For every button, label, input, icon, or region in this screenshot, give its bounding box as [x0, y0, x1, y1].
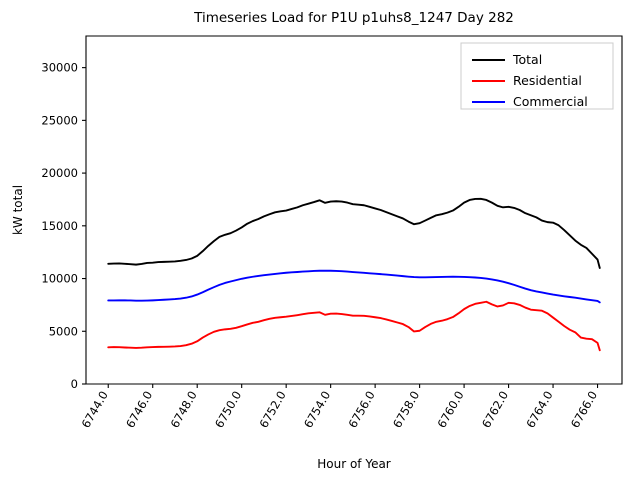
y-tick-label: 30000 — [41, 61, 78, 75]
y-tick-label: 25000 — [41, 113, 78, 127]
y-axis-ticks: 0 5000 10000 15000 20000 25000 30000 — [41, 61, 86, 391]
chart-legend: Total Residential Commercial — [460, 42, 614, 110]
y-tick-label: 10000 — [41, 272, 78, 286]
legend-label-residential: Residential — [513, 73, 582, 88]
y-tick-label: 20000 — [41, 166, 78, 180]
legend-label-commercial: Commercial — [513, 94, 588, 109]
chart-title: Timeseries Load for P1U p1uhs8_1247 Day … — [193, 10, 514, 26]
series-line-total — [107, 197, 601, 269]
series-line-residential — [107, 300, 601, 352]
series-line-commercial — [107, 269, 601, 304]
plot-border — [85, 35, 623, 385]
legend-label-total: Total — [512, 52, 542, 67]
y-tick-label: 15000 — [41, 219, 78, 233]
legend-box — [460, 42, 614, 110]
y-tick-label: 5000 — [49, 324, 78, 338]
y-tick-label: 0 — [71, 377, 78, 391]
data-series-group — [107, 197, 601, 352]
y-axis-label: kW total — [11, 185, 25, 235]
x-axis-label: Hour of Year — [317, 457, 391, 471]
